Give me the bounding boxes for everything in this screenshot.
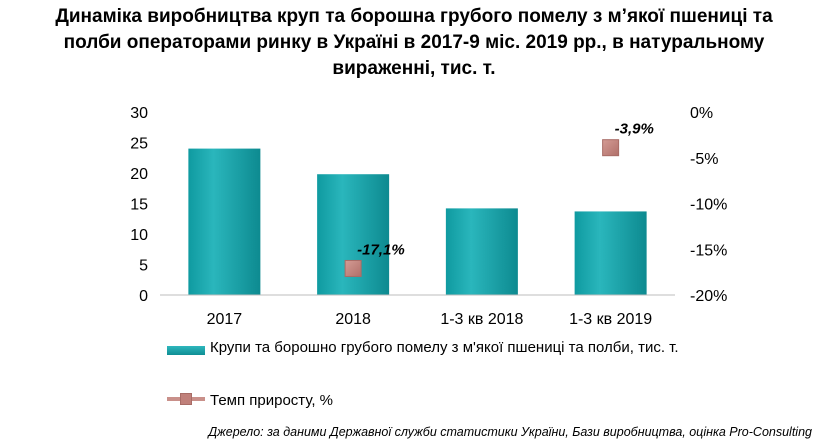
title-line-3: вираженні, тис. т.: [332, 58, 496, 79]
source-note: Джерело: за даними Державної служби стат…: [208, 425, 812, 439]
x-tick-label: 2018: [335, 311, 371, 328]
legend-line-marker: [180, 393, 192, 405]
y-left-tick-label: 20: [130, 166, 148, 183]
y-right-tick-label: -20%: [690, 288, 727, 305]
x-tick-label: 1-3 кв 2019: [569, 311, 652, 328]
y-left-tick-label: 25: [130, 136, 148, 153]
y-left-tick-label: 30: [130, 105, 148, 122]
legend-bar-label: Крупи та борошно грубого помелу з м'якої…: [210, 339, 679, 356]
growth-marker: [344, 259, 362, 277]
legend-bar-swatch: [167, 346, 205, 355]
y-right-tick-label: -10%: [690, 197, 727, 214]
y-left-tick-label: 15: [130, 197, 148, 214]
chart-plot: 0 5 10 15 20 25 30 -20% -15% -10% -5% 0% 2017 2018 1-3…: [130, 105, 727, 328]
bar: [574, 211, 647, 295]
y-right-tick-label: -5%: [690, 151, 718, 168]
y-right-tick-label: 0%: [690, 105, 713, 122]
legend-line-swatch: [167, 393, 205, 405]
growth-marker: [602, 139, 620, 157]
growth-data-label: -3,9%: [615, 121, 654, 138]
chart-title: Динаміка виробництва круп та борошна гру…: [0, 4, 828, 82]
bar: [445, 208, 518, 295]
x-tick-label: 1-3 кв 2018: [440, 311, 523, 328]
title-line-1: Динаміка виробництва круп та борошна гру…: [55, 6, 773, 27]
bar: [188, 148, 261, 295]
legend-line-label: Темп приросту, %: [210, 392, 334, 409]
y-left-tick-label: 0: [139, 288, 148, 305]
y-left-tick-label: 5: [139, 258, 148, 275]
title-line-2: полби операторами ринку в Україні в 2017…: [63, 32, 765, 53]
growth-data-label: -17,1%: [357, 241, 405, 258]
y-left-tick-label: 10: [130, 227, 148, 244]
y-right-tick-label: -15%: [690, 242, 727, 259]
x-tick-label: 2017: [207, 311, 243, 328]
